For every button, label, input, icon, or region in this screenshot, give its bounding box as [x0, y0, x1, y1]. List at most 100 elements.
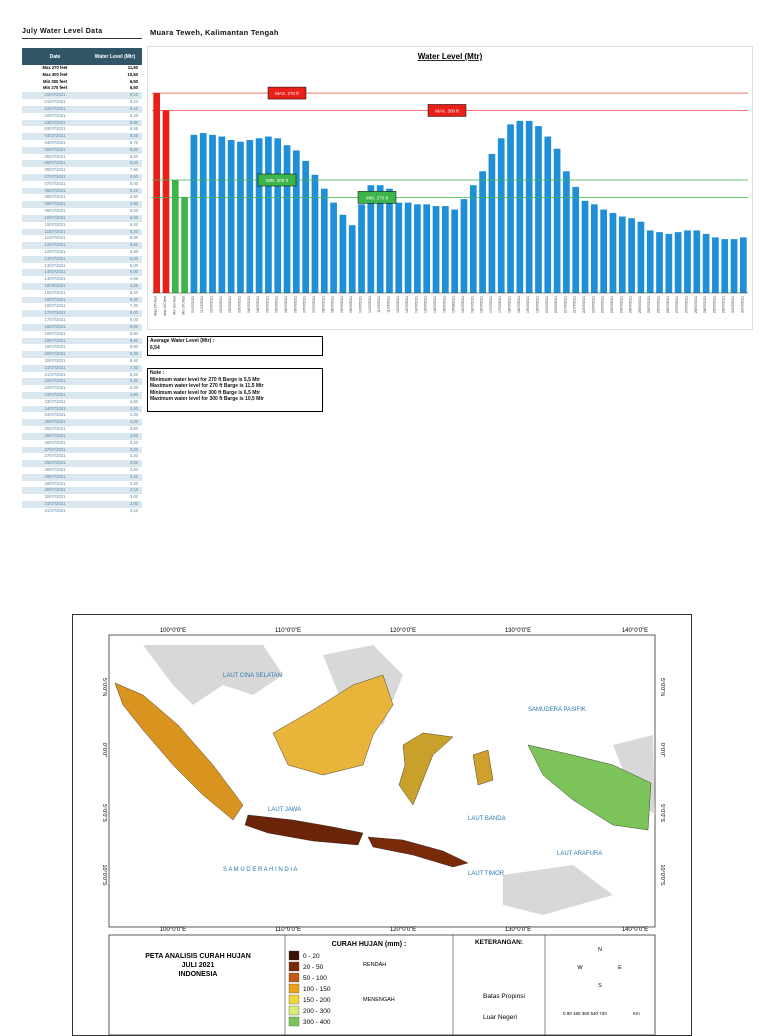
date-cell: 25/07/2021 — [44, 426, 66, 432]
latitude-label: 10°0'0"S — [101, 864, 107, 885]
latitude-label: 5°0'0"S — [659, 804, 665, 822]
water-level-bar — [320, 188, 328, 293]
longitude-label: 140°0'0"E — [622, 927, 648, 933]
level-cell: 8,60 — [129, 153, 138, 159]
date-cell: 13/07/2021 — [22, 255, 88, 263]
date-cell: 09/07/2021 — [22, 201, 88, 209]
note-line: Minimum water level for 300 ft Barge is … — [150, 389, 261, 396]
x-tick-label: Max 300 feet — [163, 296, 167, 316]
x-tick-label: 29/07/2021 — [712, 296, 716, 313]
x-tick-label: 23/07/2021 — [601, 296, 605, 313]
x-tick-label: 19/07/2021 — [535, 296, 539, 313]
longitude-label: 130°0'0"E — [505, 927, 531, 933]
latitude-label: 0°0'0" — [659, 743, 665, 757]
water-level-bar — [209, 134, 216, 293]
table-row: 02/07/2021 9,10 — [22, 113, 142, 120]
table-row: 28/07/2021 3,50 — [22, 460, 142, 467]
table-row: 23/07/2021 4,80 — [22, 392, 142, 399]
x-tick-label: 05/07/2021 — [275, 296, 279, 313]
limit-row: Min 300 feet 6,50 — [22, 79, 142, 86]
legend-range: 100 - 150 — [303, 986, 331, 993]
scale-label: 0 90 180 360 540 720 — [563, 1011, 607, 1016]
level-cell: 6,20 — [129, 221, 138, 227]
water-level-bar — [693, 230, 701, 293]
x-tick-label: 01/07/2021 — [200, 296, 204, 313]
water-level-table: Date Water Level (Mtr) Max 270 feet 11,50… — [22, 48, 142, 515]
date-cell: 21/07/2021 — [44, 371, 66, 377]
x-tick-label: 10/07/2021 — [359, 296, 363, 313]
water-level-bar — [553, 148, 561, 293]
level-cell: 9,60 — [88, 323, 142, 331]
x-tick-label: 12/07/2021 — [396, 296, 400, 313]
note-line: Maximum water level for 300 ft Barge is … — [150, 396, 264, 403]
date-cell: 08/07/2021 — [22, 187, 88, 195]
date-cell: 20/07/2021 — [44, 357, 66, 363]
level-cell: 3,20 — [129, 480, 138, 486]
date-cell: 08/07/2021 — [44, 194, 66, 200]
limit-row: Max 270 feet 11,50 — [22, 65, 142, 72]
level-cell: 6,00 — [129, 180, 138, 186]
level-cell: 6,50 — [88, 174, 142, 181]
x-tick-label: 14/07/2021 — [442, 296, 446, 313]
level-cell: 5,60 — [88, 242, 142, 249]
water-level-bar — [628, 218, 635, 293]
table-row: 15/07/2021 5,40 — [22, 290, 142, 297]
water-level-bar — [414, 204, 421, 293]
table-row: 30/07/2021 3,00 — [22, 494, 142, 501]
table-row: 07/07/2021 6,50 — [22, 174, 142, 181]
water-level-bar — [507, 124, 514, 293]
table-row: 27/07/2021 3,20 — [22, 446, 142, 454]
level-cell: 3,50 — [88, 460, 142, 467]
water-level-bar — [386, 188, 393, 293]
table-row: 24/07/2021 4,30 — [22, 412, 142, 419]
date-cell: 04/07/2021 — [44, 139, 66, 145]
level-cell: 5,00 — [88, 255, 142, 263]
sea-label: LAUT TIMOR — [468, 871, 505, 877]
date-cell: 15/08/2021 — [22, 283, 88, 290]
limit-bar — [162, 110, 170, 293]
date-cell: 13/07/2021 — [44, 262, 66, 268]
level-cell: 5,10 — [88, 187, 142, 195]
reference-label-box — [357, 191, 397, 204]
table-row: 05/07/2021 8,60 — [22, 154, 142, 161]
table-row: 22/07/2021 5,00 — [22, 385, 142, 392]
table-row: 01/07/2021 9,10 — [22, 92, 142, 100]
x-tick-label: 06/07/2021 — [293, 296, 297, 313]
level-cell: 8,70 — [129, 139, 138, 145]
date-cell: 11/07/2021 — [44, 235, 66, 241]
table-row: 24/07/2021 4,40 — [22, 405, 142, 413]
date-cell: 19/07/2021 — [22, 337, 88, 345]
latitude-label: 5°0'0"S — [101, 804, 107, 822]
date-cell: 29/07/2021 — [22, 473, 88, 481]
water-level-bar — [283, 145, 291, 293]
table-row: 19/07/2021 9,80 — [22, 344, 142, 351]
latitude-label: 10°0'0"S — [659, 864, 665, 885]
table-row: 18/07/2021 9,60 — [22, 323, 142, 331]
water-level-bar — [265, 136, 272, 293]
legend-range: 300 - 400 — [303, 1019, 331, 1026]
level-cell: 3,60 — [129, 426, 138, 432]
table-row: 16/07/2021 6,30 — [22, 296, 142, 304]
table-row: 31/07/2021 3,00 — [22, 501, 142, 508]
date-cell: 16/07/2021 — [44, 303, 66, 309]
water-level-bar — [702, 233, 710, 293]
table-row: 02/07/2021 9,10 — [22, 105, 142, 113]
legend-range: 50 - 100 — [303, 975, 327, 982]
x-tick-label: 11/07/2021 — [386, 296, 390, 313]
level-cell: 9,10 — [129, 112, 138, 118]
table-row: 30/07/2021 3,10 — [22, 487, 142, 495]
level-cell: 9,80 — [129, 330, 138, 336]
date-cell: 23/07/2021 — [44, 398, 66, 404]
sheet-title: July Water Level Data — [22, 28, 103, 35]
x-tick-label: 23/07/2021 — [610, 296, 614, 313]
level-cell: 6,00 — [88, 214, 142, 222]
table-row: 29/07/2021 3,40 — [22, 473, 142, 481]
date-cell: 01/07/2021 — [44, 99, 66, 105]
average-label: Average Water Level (Mtr) : — [150, 338, 215, 344]
date-cell: 18/07/2021 — [22, 323, 88, 331]
water-level-bar — [395, 202, 403, 293]
table-row: 03/07/2021 8,80 — [22, 119, 142, 127]
reference-label: MAX. 300 ft — [435, 108, 459, 113]
keterangan-item: Batas Propinsi — [483, 993, 525, 1000]
x-tick-label: 03/07/2021 — [228, 296, 232, 313]
